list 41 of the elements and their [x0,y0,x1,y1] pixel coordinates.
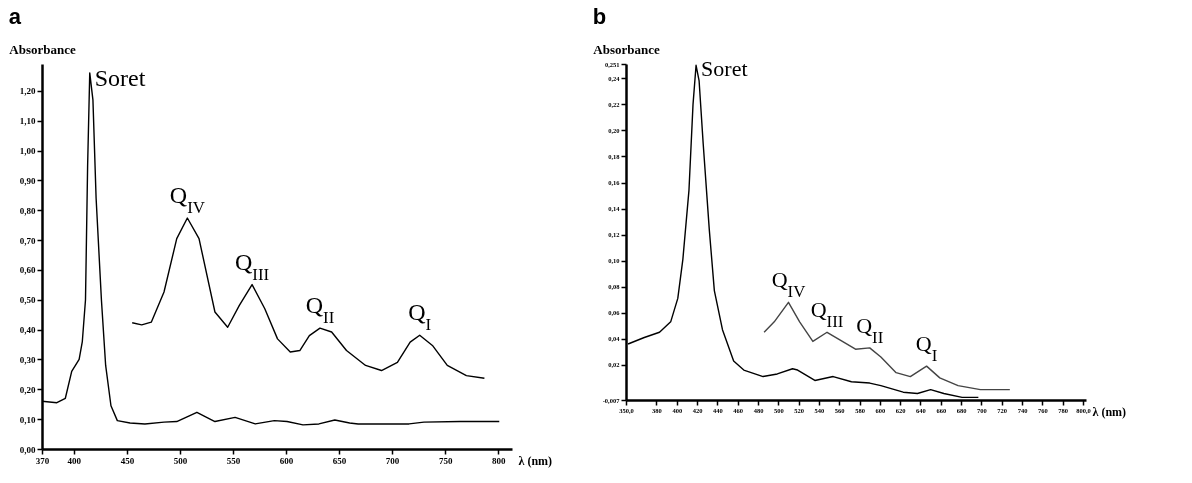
x-tick-label: 700 [385,455,400,466]
x-tick-label: 550 [226,455,241,466]
annotation: Q$_{IV}$ [771,267,806,301]
annotation: Q$_{II}$ [856,312,884,347]
x-axis-title: λ (nm) [518,453,553,468]
line-series [131,217,486,379]
x-tick-label: 600 [279,455,294,466]
annotation: Soret [94,64,146,91]
x-tick-label: 650 [332,455,347,466]
y-tick-label: 1,10 [19,116,36,127]
annotation: Q$_{III}$ [235,248,270,284]
x-tick-label: 400 [67,455,82,466]
chart-title: b [592,4,607,29]
x-tick-label: 750 [438,455,453,466]
y-axis-title: Absorbance [593,41,660,57]
annotation: Q$_{I}$ [408,299,432,334]
y-tick-label: 0,10 [19,414,36,425]
y-tick-label: 0,70 [19,235,36,246]
y-tick-label: 0,20 [19,384,36,395]
y-tick-label: 0,30 [19,354,36,365]
annotation: Q$_{I}$ [915,331,938,365]
line-series [763,301,1011,391]
x-tick-label: 500 [173,455,188,466]
chart-title: a [8,4,22,29]
y-tick-label: 0,60 [19,265,36,276]
annotation: Q$_{II}$ [305,292,335,327]
y-tick-label: 1,00 [19,146,36,157]
annotation: Q$_{III}$ [810,297,844,331]
y-tick-label: 0,80 [19,205,36,216]
x-axis-title: λ (nm) [1092,404,1127,419]
y-tick-label: 0,50 [19,295,36,306]
y-tick-label: 0,00 [19,444,36,455]
x-tick-label: 800 [491,455,506,466]
y-tick-label: 0,40 [19,325,36,336]
x-tick-label: 370 [35,455,50,466]
y-tick-label: 1,20 [19,86,36,97]
x-tick-label: 450 [120,455,135,466]
annotation: Q$_{IV}$ [169,182,205,217]
y-axis-title: Absorbance [9,41,76,57]
annotation: Soret [701,56,748,82]
y-tick-label: 0,90 [19,175,36,186]
